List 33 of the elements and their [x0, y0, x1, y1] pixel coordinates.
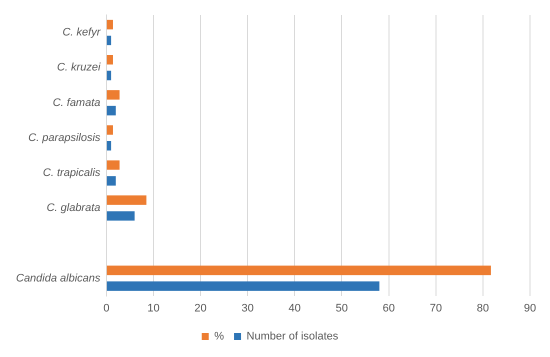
y-tick-label: C. glabrata — [46, 202, 100, 214]
bar — [106, 266, 491, 276]
legend-label: % — [214, 330, 224, 343]
x-tick-label: 90 — [524, 302, 536, 314]
x-tick-label: 30 — [241, 302, 254, 314]
bar — [106, 125, 113, 135]
bar — [106, 211, 135, 221]
x-tick-label: 20 — [194, 302, 207, 314]
x-tick-label: 60 — [382, 302, 395, 314]
x-tick-label: 70 — [430, 302, 442, 314]
y-tick-label: C. kefyr — [62, 26, 102, 39]
x-tick-label: 40 — [288, 302, 301, 314]
bar — [106, 55, 113, 64]
bar — [106, 195, 146, 205]
y-tick-label: Candida albicans — [16, 272, 101, 284]
bar — [106, 141, 112, 150]
x-tick-label: 0 — [103, 302, 110, 314]
x-tick-label: 10 — [147, 302, 160, 314]
y-tick-label: C. famata — [52, 96, 100, 109]
bar — [106, 20, 113, 30]
bar — [106, 70, 112, 80]
bar — [106, 90, 120, 100]
x-tick-label: 50 — [336, 302, 348, 314]
bar — [106, 106, 116, 116]
x-tick-label: 80 — [476, 302, 490, 314]
y-tick-label: C. trapicalis — [42, 167, 101, 180]
y-tick-label: C. kruzei — [56, 62, 101, 74]
bar — [106, 176, 116, 186]
bar — [106, 160, 120, 170]
bar — [106, 36, 112, 46]
legend-label: Number of isolates — [246, 330, 339, 343]
y-tick-label: C. parapsilosis — [28, 132, 101, 144]
bar — [106, 281, 380, 291]
